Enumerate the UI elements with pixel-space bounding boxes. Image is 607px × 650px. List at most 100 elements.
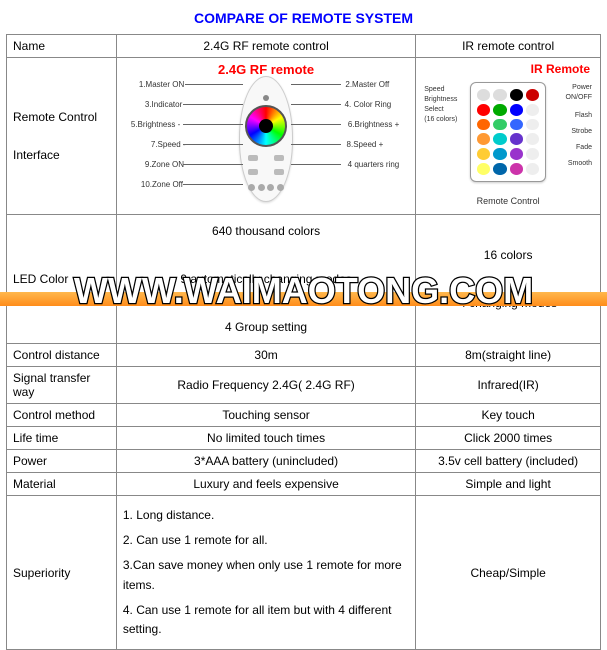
- rf-button-row-2: [248, 169, 284, 175]
- rf-line: [291, 144, 341, 145]
- label-interface-l1: Remote Control: [13, 105, 110, 129]
- cell-ir-interface: IR Remote Speed Brightness Select (16 co…: [416, 58, 601, 215]
- ir-callout-l3: Select: [424, 106, 443, 113]
- rf-zone-row: [248, 184, 284, 191]
- cell-rf-power: 3*AAA battery (unincluded): [116, 450, 415, 473]
- rf-line: [291, 124, 341, 125]
- page-title: COMPARE OF REMOTE SYSTEM: [0, 0, 607, 34]
- cell-ir-distance: 8m(straight line): [416, 344, 601, 367]
- rf-remote-label: 2.4G RF remote: [218, 62, 314, 77]
- rf-callout-r4: 8.Speed +: [347, 140, 384, 149]
- row-led-color: LED Color 640 thousand colors 9 automati…: [7, 215, 601, 344]
- rf-indicator-dot: [263, 95, 269, 101]
- rf-callout-l5: 9.Zone ON: [145, 160, 184, 169]
- rf-line: [183, 184, 243, 185]
- ir-button: [526, 119, 539, 131]
- ir-remote-diagram: IR Remote Speed Brightness Select (16 co…: [422, 62, 594, 210]
- cell-rf-signal: Radio Frequency 2.4G( 2.4G RF): [116, 367, 415, 404]
- ir-button: [510, 104, 523, 116]
- header-name: Name: [7, 35, 117, 58]
- ir-button: [510, 148, 523, 160]
- row-interface: Remote Control Interface 2.4G RF remote …: [7, 58, 601, 215]
- label-material: Material: [7, 473, 117, 496]
- ir-button: [477, 163, 490, 175]
- label-power: Power: [7, 450, 117, 473]
- label-led-color: LED Color: [7, 215, 117, 344]
- page-container: { "title": "COMPARE OF REMOTE SYSTEM", "…: [0, 0, 607, 650]
- ir-button: [477, 148, 490, 160]
- ir-button: [493, 148, 506, 160]
- ir-remote-body: [470, 82, 546, 182]
- rf-line: [291, 104, 341, 105]
- ir-button: [493, 133, 506, 145]
- label-interface-l2: Interface: [13, 143, 110, 167]
- rf-line: [183, 164, 243, 165]
- ir-button: [477, 119, 490, 131]
- row-power: Power 3*AAA battery (unincluded) 3.5v ce…: [7, 450, 601, 473]
- row-superiority: Superiority 1. Long distance.2. Can use …: [7, 496, 601, 650]
- ir-button: [510, 119, 523, 131]
- rf-callout-r5: 4 quarters ring: [348, 160, 400, 169]
- rf-line: [183, 124, 243, 125]
- cell-ir-material: Simple and light: [416, 473, 601, 496]
- ir-callout-r3: Flash: [575, 112, 592, 119]
- rf-remote-body: [239, 76, 293, 202]
- ir-remote-label: IR Remote: [531, 62, 590, 76]
- cell-rf-led: 640 thousand colors 9 automatically chan…: [116, 215, 415, 344]
- rf-line: [291, 164, 341, 165]
- ir-button: [477, 89, 490, 101]
- cell-rf-superiority: 1. Long distance.2. Can use 1 remote for…: [116, 496, 415, 650]
- ir-button: [477, 133, 490, 145]
- ir-button: [510, 133, 523, 145]
- ir-button: [510, 89, 523, 101]
- label-interface: Remote Control Interface: [7, 58, 117, 215]
- ir-callout-r6: Smooth: [568, 160, 592, 167]
- ir-button: [493, 89, 506, 101]
- ir-button: [493, 104, 506, 116]
- ir-caption: Remote Control: [422, 196, 594, 206]
- rf-remote-diagram: 2.4G RF remote 1.Master ON 3.Indicator 5…: [123, 62, 409, 210]
- cell-ir-superiority: Cheap/Simple: [416, 496, 601, 650]
- row-signal: Signal transfer way Radio Frequency 2.4G…: [7, 367, 601, 404]
- cell-ir-life: Click 2000 times: [416, 427, 601, 450]
- ir-button: [510, 163, 523, 175]
- cell-rf-distance: 30m: [116, 344, 415, 367]
- cell-rf-interface: 2.4G RF remote 1.Master ON 3.Indicator 5…: [116, 58, 415, 215]
- rf-callout-l2: 3.Indicator: [145, 100, 182, 109]
- cell-rf-material: Luxury and feels expensive: [116, 473, 415, 496]
- ir-button: [526, 89, 539, 101]
- ir-callout-r4: Strobe: [571, 128, 592, 135]
- cell-ir-power: 3.5v cell battery (included): [416, 450, 601, 473]
- rf-line: [291, 84, 341, 85]
- header-row: Name 2.4G RF remote control IR remote co…: [7, 35, 601, 58]
- ir-button: [493, 163, 506, 175]
- cell-rf-method: Touching sensor: [116, 404, 415, 427]
- ir-button-grid: [477, 89, 539, 175]
- cell-ir-method: Key touch: [416, 404, 601, 427]
- rf-line: [183, 144, 243, 145]
- label-signal: Signal transfer way: [7, 367, 117, 404]
- ir-button: [526, 148, 539, 160]
- header-rf: 2.4G RF remote control: [116, 35, 415, 58]
- row-material: Material Luxury and feels expensive Simp…: [7, 473, 601, 496]
- header-ir: IR remote control: [416, 35, 601, 58]
- rf-callout-r1: 2.Master Off: [345, 80, 389, 89]
- rf-callout-l4: 7.Speed -: [151, 140, 186, 149]
- row-life: Life time No limited touch times Click 2…: [7, 427, 601, 450]
- ir-button: [526, 104, 539, 116]
- label-superiority: Superiority: [7, 496, 117, 650]
- rf-button-row-1: [248, 155, 284, 161]
- ir-button: [526, 133, 539, 145]
- label-method: Control method: [7, 404, 117, 427]
- ir-button: [526, 163, 539, 175]
- cell-ir-signal: Infrared(IR): [416, 367, 601, 404]
- label-distance: Control distance: [7, 344, 117, 367]
- row-distance: Control distance 30m 8m(straight line): [7, 344, 601, 367]
- ir-callout-r2: ON/OFF: [566, 94, 592, 101]
- label-life: Life time: [7, 427, 117, 450]
- ir-callout-r5: Fade: [576, 144, 592, 151]
- rf-color-wheel: [245, 105, 287, 147]
- ir-callout-r1: Power: [572, 84, 592, 91]
- cell-ir-led: 16 colors 4 changing modes: [416, 215, 601, 344]
- ir-callout-l4: (16 colors): [424, 116, 457, 123]
